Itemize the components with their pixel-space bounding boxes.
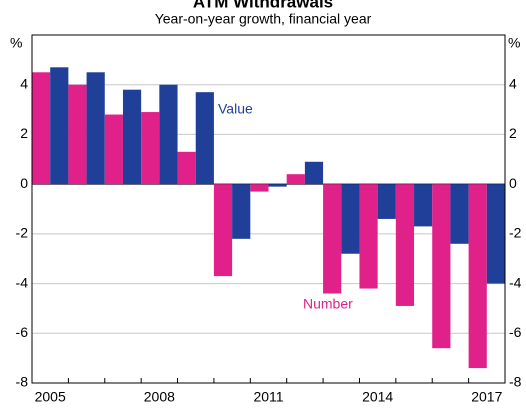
- bar: [195, 92, 214, 185]
- y2-tick-label: 2: [509, 125, 517, 141]
- series-label: Number: [303, 296, 353, 312]
- bar: [341, 184, 360, 254]
- plot-frame: [31, 34, 506, 384]
- y-unit: %: [10, 35, 22, 51]
- chart-subtitle: Year-on-year growth, financial year: [155, 11, 372, 27]
- bar: [159, 84, 178, 185]
- y2-tick-label: 0: [509, 175, 517, 191]
- bar: [359, 184, 378, 289]
- y2-tick-label: -2: [509, 225, 522, 241]
- bar: [323, 184, 342, 294]
- bar: [250, 184, 269, 192]
- bar: [414, 184, 433, 227]
- y-tick-label: -4: [16, 274, 29, 290]
- bar: [468, 184, 487, 369]
- bar: [486, 184, 505, 284]
- y2-unit: %: [508, 35, 520, 51]
- bar: [213, 184, 233, 277]
- y2-tick-label: -6: [509, 324, 522, 340]
- y2-tick-label: 4: [509, 75, 517, 91]
- y-tick-label: -8: [16, 374, 29, 390]
- chart-title: ATM Withdrawals: [193, 0, 333, 11]
- x-tick-label: 2017: [471, 389, 502, 405]
- bar: [32, 72, 51, 185]
- bar: [450, 184, 469, 244]
- bar: [122, 89, 142, 185]
- bar: [377, 184, 396, 219]
- series-label: Value: [218, 101, 253, 117]
- bar: [141, 112, 160, 185]
- y-tick-label: 2: [20, 125, 28, 141]
- bar: [86, 72, 105, 185]
- y2-tick-label: -4: [509, 274, 522, 290]
- bar: [232, 184, 251, 239]
- bar: [268, 184, 287, 187]
- bar: [104, 114, 123, 185]
- bar: [177, 151, 196, 185]
- x-tick-label: 2011: [253, 389, 283, 405]
- x-tick-label: 2008: [144, 389, 175, 405]
- bar: [395, 184, 415, 306]
- x-tick-label: 2005: [35, 389, 66, 405]
- bar: [68, 84, 87, 185]
- y-tick-label: -6: [16, 324, 29, 340]
- y-tick-label: 4: [20, 75, 28, 91]
- y-tick-label: -2: [16, 225, 29, 241]
- y-tick-label: 0: [20, 175, 28, 191]
- bar: [432, 184, 451, 349]
- y2-tick-label: -8: [509, 374, 522, 390]
- x-tick-label: 2014: [362, 389, 393, 405]
- bar: [304, 161, 324, 185]
- bar: [50, 67, 69, 185]
- bar: [286, 174, 305, 185]
